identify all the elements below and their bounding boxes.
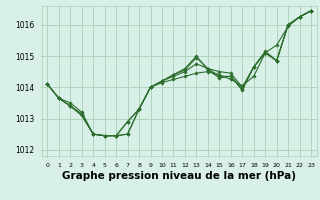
X-axis label: Graphe pression niveau de la mer (hPa): Graphe pression niveau de la mer (hPa) — [62, 171, 296, 181]
